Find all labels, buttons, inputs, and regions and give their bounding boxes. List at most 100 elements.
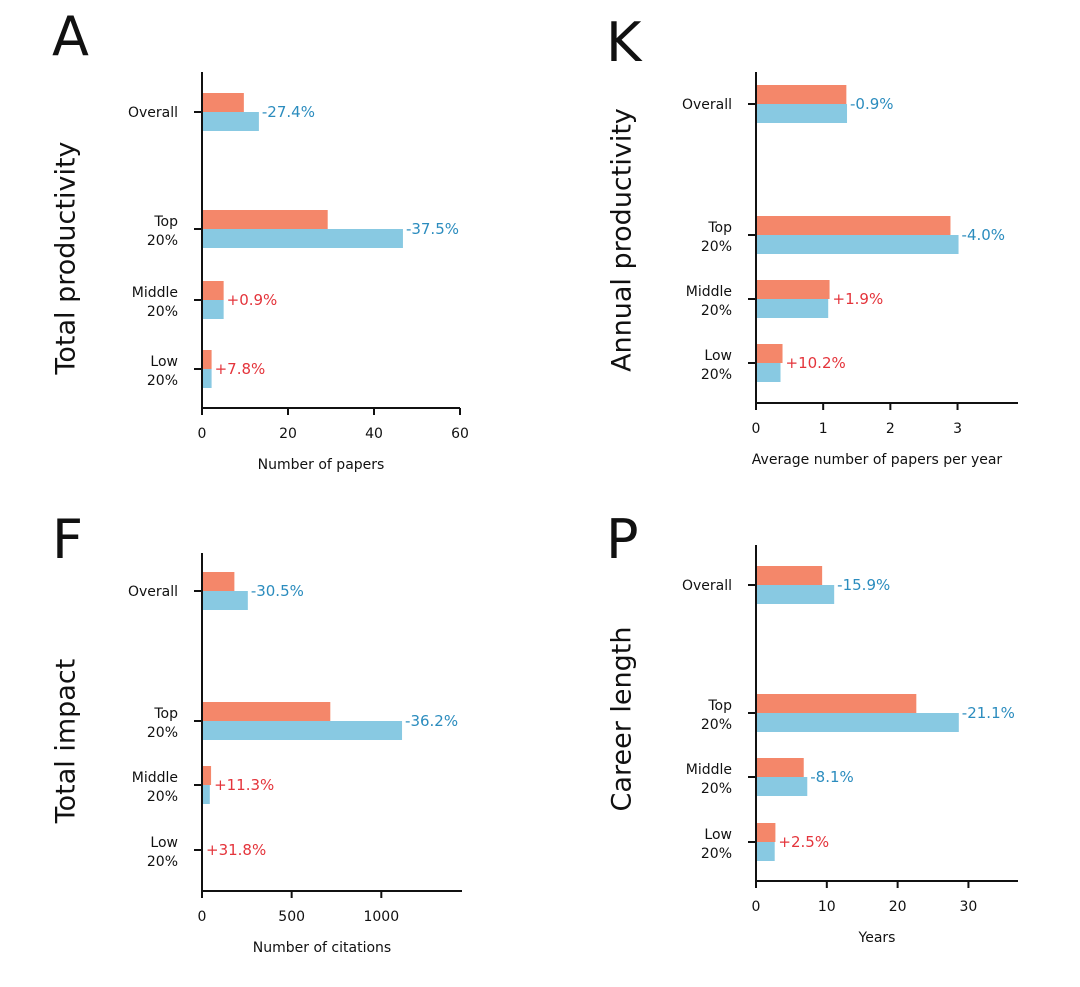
bar-after: [203, 785, 210, 804]
x-tick-label: 20: [279, 426, 297, 442]
category-label: 20%: [147, 789, 178, 805]
x-tick-label: 1000: [363, 909, 399, 925]
x-axis-label: Years: [858, 930, 896, 946]
category-label: Overall: [128, 584, 178, 600]
x-axis-label: Average number of papers per year: [752, 452, 1003, 468]
bar-before: [757, 85, 847, 104]
category-label: 20%: [701, 781, 732, 797]
bar-before: [203, 210, 328, 229]
x-tick-label: 20: [889, 899, 907, 915]
bar-before: [757, 694, 917, 713]
x-tick-label: 0: [752, 899, 761, 915]
x-tick-label: 500: [278, 909, 305, 925]
bar-after: [757, 713, 959, 732]
change-label: +31.8%: [206, 841, 266, 859]
bar-chart: 0 1 2 3 Average number of papers per year Ove…: [682, 72, 1018, 468]
category-label: Top: [707, 220, 732, 236]
bar-after: [757, 777, 808, 796]
change-label: -8.1%: [810, 768, 854, 786]
panel-K: K Annual productivity 0 1 2 3 Average number…: [540, 0, 1080, 493]
bar-chart: 0 500 1000 Number of citations Overall -30.5%…: [128, 553, 462, 956]
x-tick-label: 10: [818, 899, 836, 915]
x-tick-label: 0: [198, 426, 207, 442]
panel-letter: K: [606, 11, 642, 74]
change-label: -15.9%: [837, 576, 890, 594]
panel-letter: F: [52, 508, 84, 571]
bar-after: [203, 591, 248, 610]
bar-chart: 0 20 40 60 Number of papers Overall -27.4% Top 2…: [128, 72, 469, 473]
bar-after: [757, 104, 848, 123]
category-label: 20%: [147, 233, 178, 249]
bar-after: [757, 299, 829, 318]
category-label: 20%: [147, 373, 178, 389]
category-label: 20%: [701, 717, 732, 733]
category-label: Top: [707, 698, 732, 714]
change-label: -4.0%: [962, 226, 1006, 244]
x-axis-label: Number of papers: [258, 457, 385, 473]
change-label: +0.9%: [227, 291, 278, 309]
bar-after: [203, 369, 212, 388]
category-label: 20%: [147, 725, 178, 741]
panel-A: A Total productivity 0 20 40 60 Number of pa…: [0, 0, 540, 493]
bar-before: [757, 758, 804, 777]
panel-P: P Career length 0 10 20 30 Years Overall -15.9…: [540, 493, 1080, 986]
bar-before: [757, 280, 830, 299]
x-tick-label: 1: [819, 421, 828, 437]
x-tick-label: 30: [960, 899, 978, 915]
bar-after: [203, 300, 224, 319]
category-label: Overall: [682, 97, 732, 113]
panel-letter: A: [52, 5, 89, 68]
category-label: Top: [153, 214, 178, 230]
category-label: Low: [704, 348, 732, 364]
category-label: Middle: [686, 284, 732, 300]
category-label: Top: [153, 706, 178, 722]
change-label: -27.4%: [262, 103, 315, 121]
change-label: -21.1%: [962, 704, 1015, 722]
change-label: -36.2%: [405, 712, 458, 730]
bar-after: [203, 112, 259, 131]
category-label: 20%: [147, 304, 178, 320]
change-label: +2.5%: [778, 833, 829, 851]
bar-before: [203, 93, 244, 112]
x-tick-label: 40: [365, 426, 383, 442]
bar-before: [203, 572, 235, 591]
change-label: +11.3%: [214, 776, 274, 794]
category-label: 20%: [701, 846, 732, 862]
category-label: Overall: [682, 578, 732, 594]
panel-F: F Total impact 0 500 1000 Number of citatio…: [0, 493, 540, 986]
category-label: Low: [150, 835, 178, 851]
x-axis-label: Number of citations: [253, 940, 391, 956]
category-label: 20%: [701, 303, 732, 319]
category-label: 20%: [701, 367, 732, 383]
category-label: Overall: [128, 105, 178, 121]
bar-after: [757, 235, 959, 254]
bar-chart: 0 10 20 30 Years Overall -15.9% Top 20% -21.1% Mid…: [682, 545, 1018, 946]
x-tick-label: 2: [886, 421, 895, 437]
bar-before: [757, 344, 783, 363]
category-label: Middle: [686, 762, 732, 778]
category-label: Middle: [132, 285, 178, 301]
category-label: Low: [150, 354, 178, 370]
category-label: 20%: [701, 239, 732, 255]
x-tick-label: 3: [953, 421, 962, 437]
bar-before: [203, 702, 331, 721]
change-label: -37.5%: [406, 220, 459, 238]
x-tick-label: 0: [752, 421, 761, 437]
bar-before: [757, 216, 951, 235]
change-label: +7.8%: [215, 360, 266, 378]
panel-letter: P: [606, 508, 639, 571]
x-tick-label: 0: [198, 909, 207, 925]
change-label: +10.2%: [786, 354, 846, 372]
bar-after: [757, 842, 775, 861]
change-label: -30.5%: [251, 582, 304, 600]
bar-before: [203, 350, 212, 369]
bar-after: [203, 721, 403, 740]
bar-before: [757, 823, 776, 842]
bar-after: [757, 585, 835, 604]
bar-before: [203, 281, 224, 300]
change-label: +1.9%: [833, 290, 884, 308]
bar-after: [203, 229, 403, 248]
change-label: -0.9%: [850, 95, 894, 113]
category-label: 20%: [147, 854, 178, 870]
category-label: Middle: [132, 770, 178, 786]
